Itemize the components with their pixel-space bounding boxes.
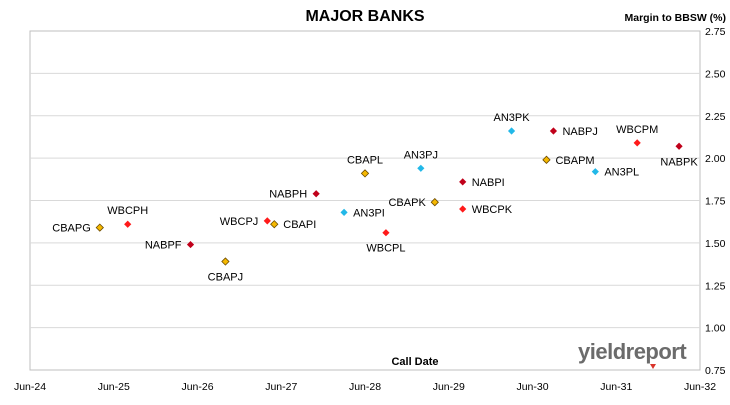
x-tick-label: Jun-28 [349,381,381,393]
data-point-nabpj [549,127,558,135]
y-axis-ticks: 0.75 1.00 1.25 1.50 1.75 2.00 2.25 2.50 2.75 [705,26,726,377]
point-label-cbapl: CBAPL [347,154,383,166]
point-label-wbcpj: WBCPJ [220,216,259,228]
yieldreport-logo: yieldreport [578,339,687,364]
point-label-nabpi: NABPI [472,177,505,189]
data-point-cbapi [270,220,279,229]
x-tick-label: Jun-25 [98,381,130,393]
data-point-cbapl [360,169,370,178]
x-tick-label: Jun-24 [14,381,46,393]
point-label-cbapm: CBAPM [555,155,594,167]
point-label-cbapi: CBAPI [283,219,316,231]
data-point-wbcpl [382,229,390,237]
data-point-an3pl [591,168,599,176]
point-label-cbapg: CBAPG [52,223,91,235]
y-tick-label: 2.25 [705,111,726,123]
chart-title: MAJOR BANKS [305,8,425,25]
y-tick-label: 0.75 [705,365,726,377]
point-label-wbcph: WBCPH [107,205,148,217]
data-point-wbcpm [633,139,641,147]
logo-accent-icon [650,364,656,369]
y-tick-label: 2.50 [705,68,726,80]
data-points [95,127,683,266]
point-label-wbcpm: WBCPM [616,124,658,136]
data-point-cbapg [95,223,104,232]
data-point-cbapk [430,198,439,207]
data-point-cbapj [221,257,230,266]
data-point-wbcpj [263,217,271,225]
x-tick-label: Jun-29 [433,381,465,393]
data-point-cbapm [542,155,551,164]
data-point-nabpf [186,240,195,249]
y-tick-label: 1.75 [705,196,726,208]
point-label-nabpf: NABPF [145,240,182,252]
x-axis-label: Call Date [391,356,439,368]
data-point-an3pk [507,127,516,135]
point-label-cbapj: CBAPJ [208,272,243,284]
point-label-wbcpl: WBCPL [366,243,405,255]
data-point-nabpi [459,178,467,186]
data-point-an3pi [340,208,348,216]
y-tick-label: 1.00 [705,323,726,335]
data-point-wbcpk [459,205,467,213]
x-tick-label: Jun-27 [265,381,297,393]
data-point-labels: CBAPG WBCPH NABPF CBAPJ WBCPJ CBAPI NABPH AN3PI… [52,112,698,284]
point-label-an3pj: AN3PJ [404,149,438,161]
data-point-wbcph [124,220,132,228]
x-axis-ticks: Jun-24 Jun-25 Jun-26 Jun-27 Jun-28 Jun-29 Jun-… [14,381,716,393]
y-axis-label: Margin to BBSW (%) [624,12,727,24]
x-tick-label: Jun-30 [516,381,548,393]
x-tick-label: Jun-32 [684,381,716,393]
x-tick-label: Jun-26 [181,381,213,393]
point-label-wbcpk: WBCPK [472,204,513,216]
data-point-an3pj [417,164,425,172]
x-tick-label: Jun-31 [600,381,632,393]
point-label-an3pk: AN3PK [494,112,531,124]
y-tick-label: 1.50 [705,238,726,250]
point-label-nabpj: NABPJ [562,126,597,138]
y-tick-label: 2.75 [705,26,726,38]
point-label-nabph: NABPH [269,189,307,201]
y-tick-label: 1.25 [705,280,726,292]
point-label-nabpk: NABPK [660,156,698,168]
data-point-nabph [312,190,320,198]
point-label-an3pi: AN3PI [353,207,385,219]
point-label-cbapk: CBAPK [388,197,426,209]
gridlines [30,72,700,329]
y-tick-label: 2.00 [705,153,726,165]
data-point-nabpk [675,142,683,150]
point-label-an3pl: AN3PL [604,167,639,179]
